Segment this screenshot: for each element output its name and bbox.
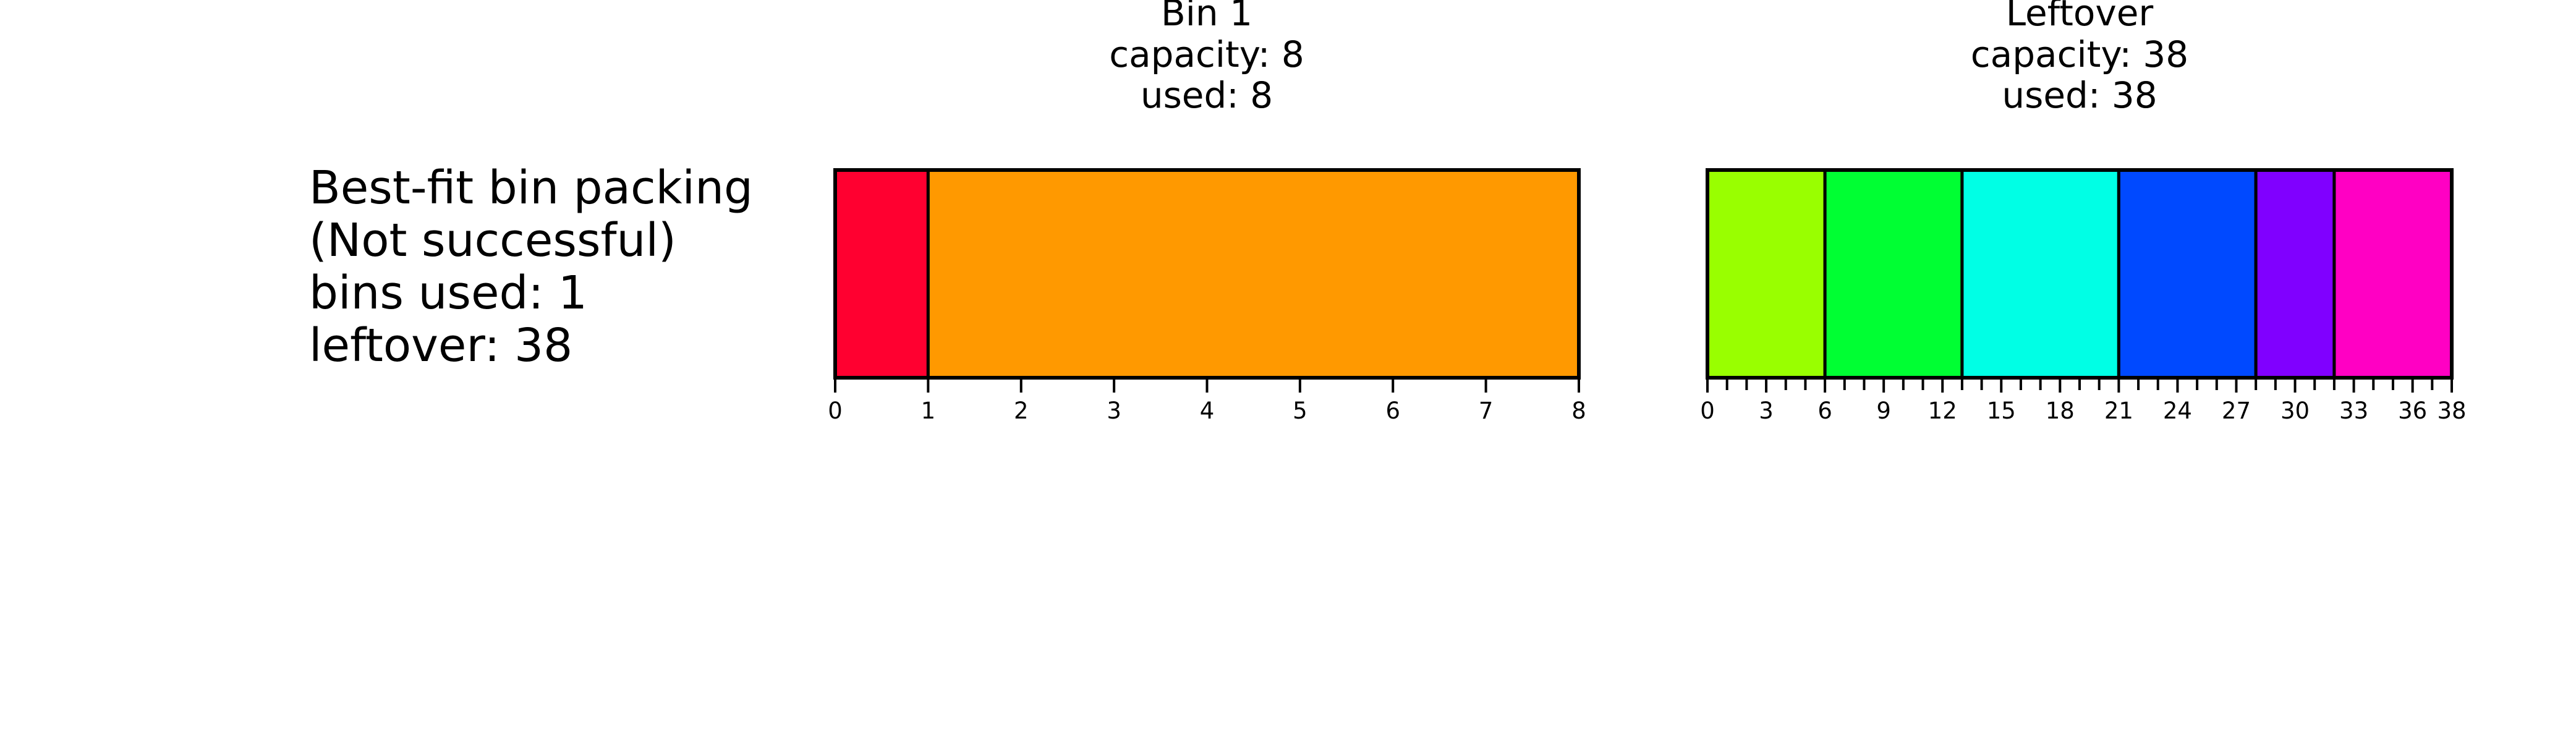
axis-tick-label: 9 (1876, 398, 1891, 424)
axis-tick-label: 18 (2046, 398, 2075, 424)
summary-leftover: leftover: 38 (309, 319, 573, 372)
axis-tick-label: 2 (1014, 398, 1029, 424)
item-segment-2 (926, 168, 1581, 380)
axis-tick-label: 21 (2104, 398, 2133, 424)
bin-used-label: used: 38 (2002, 74, 2157, 116)
bin-capacity-label: capacity: 38 (1971, 33, 2188, 75)
axis-tick-label: 0 (828, 398, 843, 424)
item-segment-5 (2254, 168, 2336, 380)
axis-tick-label: 4 (1200, 398, 1215, 424)
bin-title: Leftover (2006, 0, 2154, 34)
summary-title: Best-fit bin packing (309, 161, 753, 215)
axis-tick-label: 1 (921, 398, 936, 424)
axis-tick-label: 6 (1385, 398, 1400, 424)
axis-tick-label: 30 (2281, 398, 2310, 424)
axis-tick-label: 3 (1759, 398, 1774, 424)
axis-tick-label: 27 (2222, 398, 2251, 424)
axis-tick-label: 15 (1987, 398, 2016, 424)
bin-used-label: used: 8 (1141, 74, 1273, 116)
axis-tick-label: 33 (2339, 398, 2368, 424)
summary-bins-used: bins used: 1 (309, 266, 587, 320)
item-segment-4 (2117, 168, 2258, 380)
bin-title: Bin 1 (1161, 0, 1252, 34)
axis-tick-label: 12 (1928, 398, 1957, 424)
item-segment-3 (1960, 168, 2120, 380)
axis-tick-label: 3 (1107, 398, 1121, 424)
axis-tick-label: 7 (1479, 398, 1494, 424)
bin-capacity-label: capacity: 8 (1109, 33, 1304, 75)
packing-summary: Best-fit bin packing (Not successful) bi… (309, 162, 753, 372)
axis-tick-label: 38 (2437, 398, 2466, 424)
axis-tick-label: 0 (1700, 398, 1715, 424)
item-segment-2 (1823, 168, 1964, 380)
item-segment-1 (1706, 168, 1827, 380)
axis-tick-label: 5 (1293, 398, 1307, 424)
axis-tick-label: 24 (2163, 398, 2192, 424)
item-segment-1 (833, 168, 930, 380)
summary-status: (Not successful) (309, 214, 676, 267)
axis-tick-label: 36 (2398, 398, 2427, 424)
axis-tick-label: 6 (1817, 398, 1832, 424)
item-segment-6 (2332, 168, 2454, 380)
axis-tick-label: 8 (1571, 398, 1586, 424)
